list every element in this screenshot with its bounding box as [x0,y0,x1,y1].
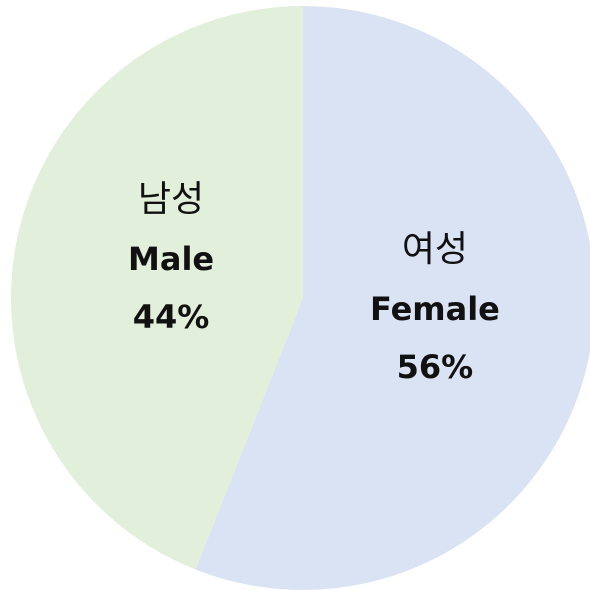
pie-slice [11,6,304,570]
slice-label: Female [370,290,500,328]
slice-label: Male [128,240,214,278]
slice-label-ko: 남성 [138,179,204,220]
slice-label-ko: 여성 [402,229,468,270]
value-label: 44% [133,298,210,336]
value-label: 56% [397,348,474,386]
pie-slice [195,6,590,590]
